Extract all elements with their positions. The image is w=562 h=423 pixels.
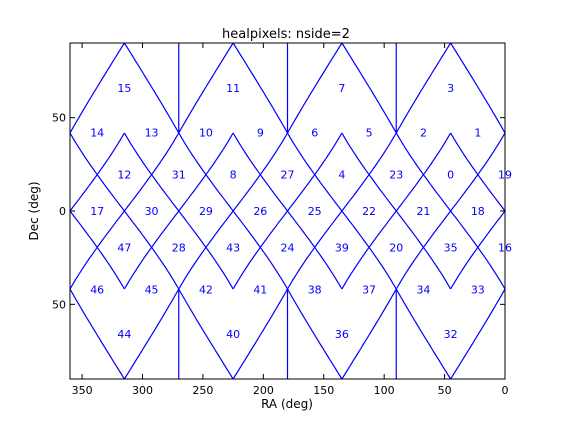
boundary-line xyxy=(123,132,234,290)
pixel-label: 4 xyxy=(338,169,345,182)
y-tick-label: 50 xyxy=(52,298,66,311)
x-axis-ticks: 350 300 250 200 150 100 50 0 xyxy=(72,43,509,397)
boundary-line xyxy=(286,132,397,290)
pixel-label: 35 xyxy=(444,241,458,254)
pixel-label: 13 xyxy=(145,127,159,140)
pixel-label: 28 xyxy=(172,241,186,254)
boundary-line xyxy=(450,42,506,134)
boundary-line xyxy=(286,42,343,134)
pixel-label: 34 xyxy=(416,283,430,296)
chart-title: healpixels: nside=2 xyxy=(222,27,350,42)
x-tick-label: 50 xyxy=(438,384,452,397)
pixel-label: 46 xyxy=(90,283,104,296)
pixel-label: 11 xyxy=(226,82,240,95)
boundary-line xyxy=(69,42,125,134)
boundary-line xyxy=(395,288,452,380)
pixel-label: 43 xyxy=(226,241,240,254)
y-axis-label: Dec (deg) xyxy=(27,181,41,240)
pixel-label: 24 xyxy=(281,241,295,254)
boundary-line xyxy=(341,42,397,134)
x-tick-label: 0 xyxy=(502,384,509,397)
y-tick-label: 0 xyxy=(59,205,66,218)
pixel-label: 42 xyxy=(199,283,213,296)
boundary-line xyxy=(69,132,125,212)
boundary-line xyxy=(178,132,289,290)
pixel-label: 10 xyxy=(199,127,213,140)
boundary-line xyxy=(69,132,180,290)
boundary-line xyxy=(123,288,180,380)
pixel-label: 9 xyxy=(257,127,264,140)
boundary-line xyxy=(178,42,234,134)
pixel-label: 32 xyxy=(444,328,458,341)
pixel-label: 12 xyxy=(117,169,131,182)
boundary-line xyxy=(395,42,452,134)
x-tick-label: 250 xyxy=(192,384,213,397)
pixel-label: 39 xyxy=(335,241,349,254)
pixel-label: 15 xyxy=(117,82,131,95)
pixel-label: 5 xyxy=(366,127,373,140)
pixel-label: 18 xyxy=(471,205,485,218)
pixel-label: 37 xyxy=(362,283,376,296)
pixel-label: 27 xyxy=(281,169,295,182)
pixel-label: 20 xyxy=(389,241,403,254)
pixel-label: 47 xyxy=(117,241,131,254)
x-tick-label: 150 xyxy=(313,384,334,397)
pixel-label: 3 xyxy=(447,82,454,95)
boundary-line xyxy=(178,288,234,380)
pixel-label: 44 xyxy=(117,328,131,341)
boundary-line xyxy=(69,288,125,380)
pixel-label: 30 xyxy=(145,205,159,218)
pixel-label: 8 xyxy=(230,169,237,182)
pixel-label: 45 xyxy=(145,283,159,296)
pixel-label: 23 xyxy=(389,169,403,182)
boundary-line xyxy=(232,288,289,380)
pixel-label: 40 xyxy=(226,328,240,341)
boundary-line xyxy=(123,42,180,134)
pixel-label: 7 xyxy=(338,82,345,95)
pixel-label: 31 xyxy=(172,169,186,182)
pixel-label: 41 xyxy=(253,283,267,296)
boundary-line xyxy=(395,132,506,290)
pixel-label: 2 xyxy=(420,127,427,140)
y-tick-label: 50 xyxy=(52,112,66,125)
x-tick-label: 350 xyxy=(72,384,93,397)
boundary-line xyxy=(450,132,506,212)
boundary-line xyxy=(450,210,506,290)
pixel-label: 1 xyxy=(474,127,481,140)
boundary-line xyxy=(69,210,125,290)
x-tick-label: 300 xyxy=(132,384,153,397)
pixel-label: 26 xyxy=(253,205,267,218)
healpix-boundaries xyxy=(69,42,506,380)
boundary-line xyxy=(341,132,452,290)
boundary-line xyxy=(286,288,343,380)
x-tick-label: 100 xyxy=(374,384,395,397)
pixel-label: 21 xyxy=(416,205,430,218)
pixel-label: 29 xyxy=(199,205,213,218)
pixel-label: 25 xyxy=(308,205,322,218)
pixel-label: 38 xyxy=(308,283,322,296)
pixel-label: 14 xyxy=(90,127,104,140)
pixel-label: 0 xyxy=(447,169,454,182)
boundary-line xyxy=(341,288,397,380)
x-axis-label: RA (deg) xyxy=(261,397,313,411)
pixel-label: 22 xyxy=(362,205,376,218)
pixel-label: 17 xyxy=(90,205,104,218)
pixel-label: 6 xyxy=(311,127,318,140)
boundary-line xyxy=(232,42,289,134)
boundary-line xyxy=(232,132,343,290)
boundary-line xyxy=(450,288,506,380)
x-tick-label: 200 xyxy=(253,384,274,397)
pixel-label: 33 xyxy=(471,283,485,296)
pixel-label: 36 xyxy=(335,328,349,341)
